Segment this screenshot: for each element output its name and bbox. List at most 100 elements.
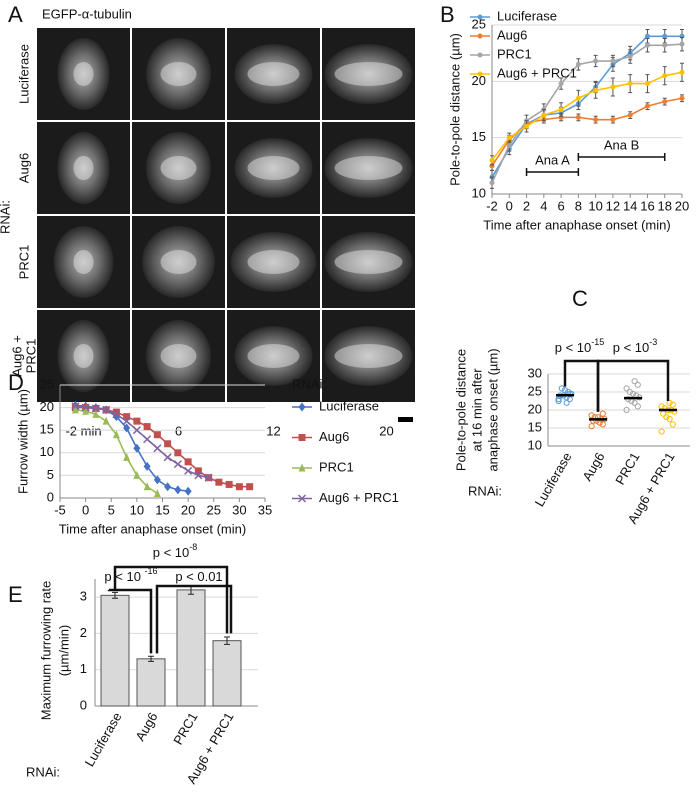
point [143,423,151,431]
data-point [669,421,676,428]
data-point [588,423,595,430]
panel-letter: B [440,2,455,27]
spindle [160,62,197,86]
p-value-exponent: -15 [591,337,604,347]
spindle [160,344,197,368]
x-tick-label: 25 [207,502,221,517]
group-label: RNAi: [26,764,60,779]
data-point [634,381,641,388]
data-point [561,387,569,394]
series-line [491,71,683,161]
bar [100,594,130,707]
column-label: 6 [175,423,182,438]
point [506,143,512,149]
point [558,107,564,112]
spindle [73,344,94,368]
point [204,473,213,482]
data-point [623,385,630,392]
point [153,444,162,453]
data-point [634,403,641,410]
row-label: PRC1 [16,245,31,280]
spindle [247,156,300,180]
point [558,81,564,87]
x-tick-label: 8 [575,198,582,213]
point [102,416,110,425]
x-tick-label: 10 [130,502,144,517]
p-value: p < 10-15 [555,337,605,355]
significance-bracket [113,565,229,634]
legend-marker [477,14,483,20]
data-point [558,385,565,392]
point [644,103,650,109]
cell [324,232,413,292]
cell [324,326,413,386]
y-tick-label: 25 [472,16,486,31]
y-tick-label: 10 [528,437,542,452]
spindle [334,62,403,86]
point [102,405,111,414]
cell [234,44,313,104]
spindle [247,250,300,274]
spindle [247,62,300,86]
panel-title: EGFP-α-tubulin [42,6,132,21]
panel-letter: A [8,2,23,27]
legend-marker [298,463,306,472]
point [122,417,131,426]
point [246,483,254,491]
column-label: -2 min [65,423,101,438]
point [489,180,495,186]
point [524,123,530,129]
y-tick-label: 20 [472,73,486,88]
bar [136,658,166,707]
legend-marker [477,71,483,77]
point [71,402,80,411]
point [662,99,668,105]
y-tick-label: 25 [528,383,542,398]
data-point [669,401,676,408]
category-label: PRC1 [612,450,642,488]
point [627,81,633,87]
data-point [666,399,673,406]
p-value: p < 10-3 [613,337,658,355]
y-tick-label: 15 [40,422,54,437]
series-line [75,406,250,488]
p-value-exponent: -8 [189,542,197,552]
point [184,466,193,475]
y-tick-label: 20 [40,399,54,414]
significance-bracket [596,359,670,412]
error-bar [224,636,230,645]
point [662,42,668,48]
p-value: p < 0.01 [175,569,222,584]
y-tick-label: 25 [40,376,54,391]
point [184,458,192,466]
cell [234,326,313,386]
point [153,488,161,497]
x-tick-label: 14 [623,198,637,213]
point [679,95,685,101]
point [71,405,79,414]
cell [57,132,110,204]
y-tick-label: 30 [528,365,542,380]
y-tick-label: 10 [40,444,54,459]
y-tick-label: 3 [80,589,87,604]
point [644,81,650,87]
p-value-text: p < 10 [555,340,592,355]
point [662,73,668,79]
row-label: Aug6 [16,153,31,183]
p-value-exponent: -16 [145,566,158,576]
spindle [334,156,403,180]
point [123,423,131,433]
x-tick-label: 20 [181,502,195,517]
significance-bracket [155,584,233,654]
series-line [75,409,158,495]
p-value: p < 10 -16 [104,566,157,584]
spindle [160,250,197,274]
y-tick-label: 20 [528,401,542,416]
p-value-text: p < 0.01 [175,569,222,584]
legend-label: Luciferase [497,8,557,23]
point [489,157,495,163]
point [593,58,599,64]
significance-bracket [563,359,600,412]
